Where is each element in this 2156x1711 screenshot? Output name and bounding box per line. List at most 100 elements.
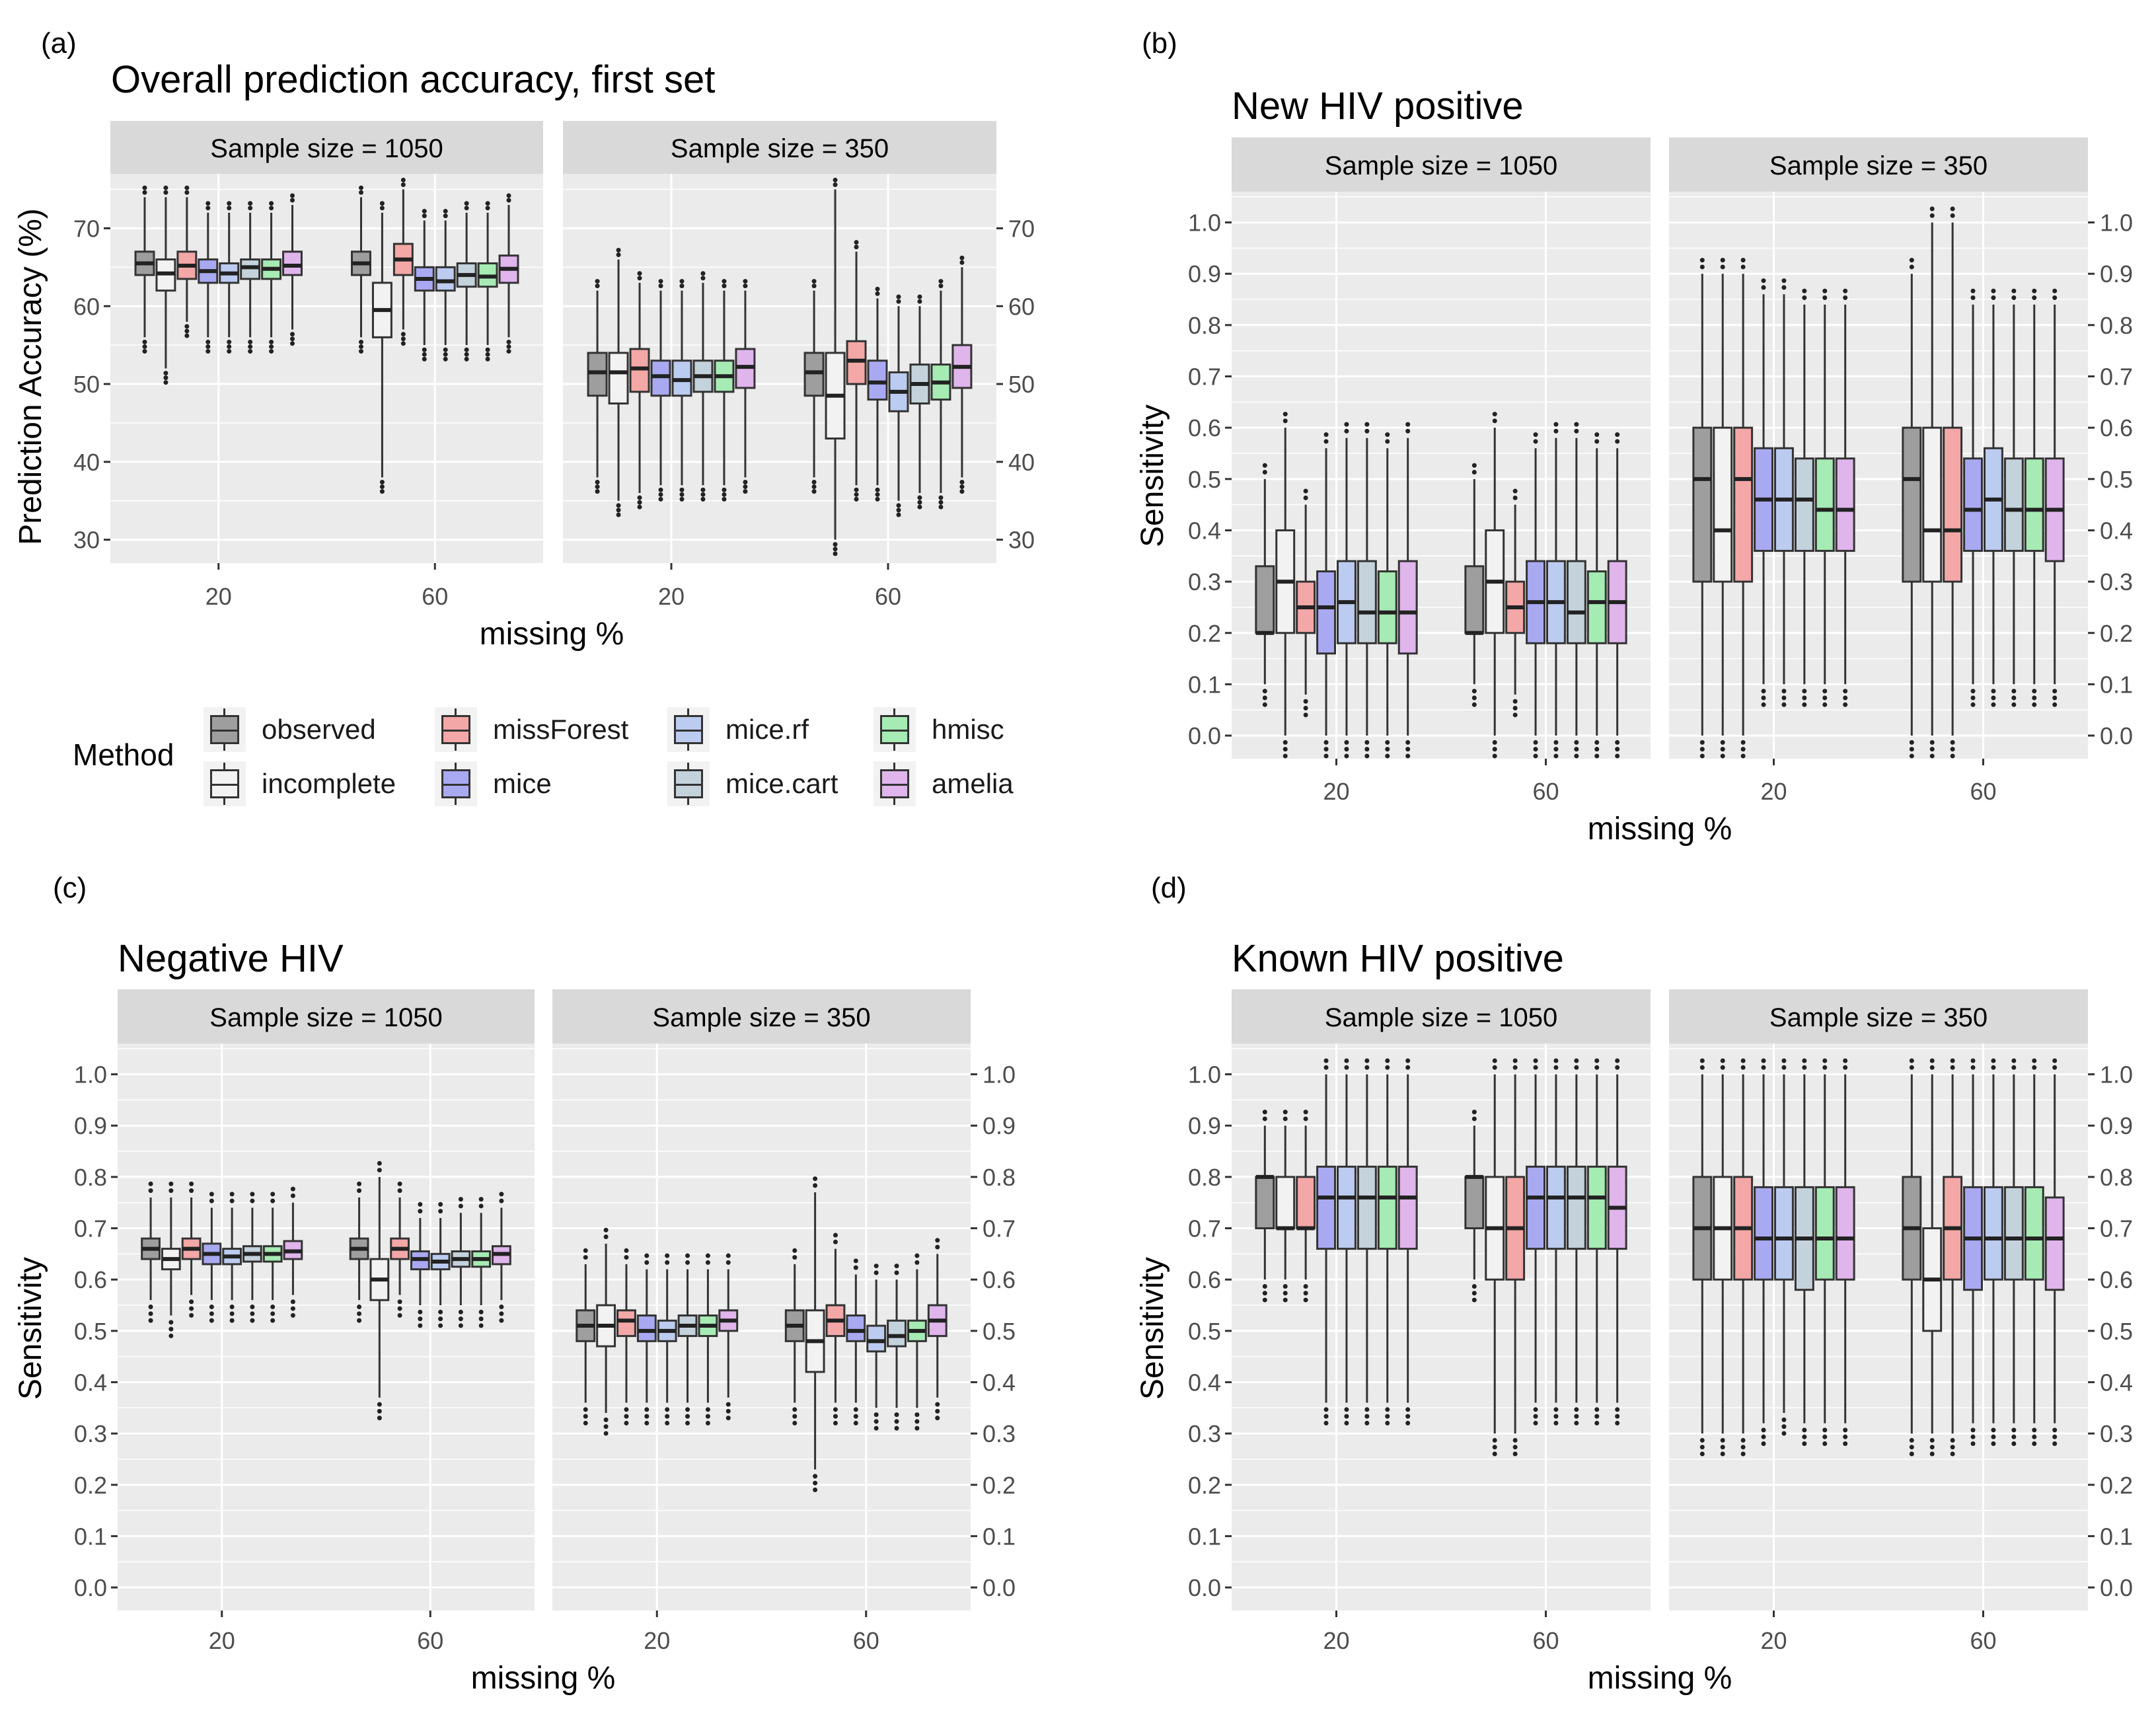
outlier-point xyxy=(1740,747,1746,752)
outlier-point xyxy=(1909,1058,1914,1063)
box-body xyxy=(1586,1165,1607,1250)
outlier-point xyxy=(1991,1441,1996,1446)
outlier-point xyxy=(1970,295,1976,301)
box-missForest xyxy=(1733,258,1754,759)
box-missForest xyxy=(1733,1058,1754,1457)
outlier-point xyxy=(938,279,944,284)
box-body xyxy=(1774,1186,1794,1281)
outlier-point xyxy=(914,1419,920,1424)
outlier-point xyxy=(1492,1451,1497,1457)
panel-background xyxy=(110,174,543,563)
outlier-point xyxy=(1323,1065,1329,1070)
outlier-point xyxy=(1740,258,1746,263)
box-hmisc xyxy=(1586,1058,1607,1426)
box-observed xyxy=(1255,1110,1275,1303)
outlier-point xyxy=(1822,702,1828,707)
outlier-point xyxy=(833,1239,838,1244)
x-axis-title: missing % xyxy=(471,1661,616,1696)
outlier-point xyxy=(1822,1441,1828,1446)
outlier-point xyxy=(1303,1297,1308,1303)
outlier-point xyxy=(189,1181,194,1186)
outlier-point xyxy=(168,1326,174,1332)
outlier-point xyxy=(1303,488,1308,494)
outlier-point xyxy=(853,1258,858,1264)
outlier-point xyxy=(833,547,838,552)
outlier-point xyxy=(148,1311,153,1316)
box-mice xyxy=(1754,278,1774,707)
outlier-point xyxy=(443,209,448,214)
outlier-point xyxy=(616,503,621,508)
x-tick-label: 20 xyxy=(209,1627,235,1654)
outlier-point xyxy=(1991,288,1996,293)
outlier-point xyxy=(1512,712,1518,718)
outlier-point xyxy=(148,1318,153,1323)
outlier-point xyxy=(1843,1427,1848,1433)
outlier-point xyxy=(854,492,859,497)
outlier-point xyxy=(1781,1424,1787,1429)
y-tick-label: 0.1 xyxy=(983,1523,1016,1550)
outlier-point xyxy=(896,299,901,304)
outlier-point xyxy=(438,1316,443,1322)
outlier-point xyxy=(1364,753,1370,759)
box-hmisc xyxy=(262,1192,283,1323)
chart-3: (d) Known HIV positive Sample size = 1050 0… xyxy=(1135,872,2133,1696)
outlier-point xyxy=(377,1408,382,1414)
outlier-point xyxy=(397,1299,402,1305)
box-incomplete xyxy=(1922,1058,1943,1457)
box-body xyxy=(1357,1165,1377,1250)
outlier-point xyxy=(290,198,295,203)
y-tick-label: 0.0 xyxy=(74,1574,107,1601)
panel-background xyxy=(1669,1044,2088,1611)
outlier-point xyxy=(1574,747,1579,752)
outlier-point xyxy=(583,1414,588,1419)
outlier-point xyxy=(658,492,663,497)
facet-strip xyxy=(110,121,543,174)
outlier-point xyxy=(1781,1058,1787,1063)
outlier-point xyxy=(1802,702,1807,707)
outlier-point xyxy=(227,201,232,206)
outlier-point xyxy=(853,1414,858,1419)
outlier-point xyxy=(624,1420,629,1426)
outlier-point xyxy=(1843,695,1848,701)
facet-strip xyxy=(1669,137,2088,192)
chart-title: Known HIV positive xyxy=(1232,937,1564,980)
outlier-point xyxy=(1385,432,1390,437)
box-mice xyxy=(414,209,435,361)
outlier-point xyxy=(478,1203,484,1209)
y-tick-label: 0.8 xyxy=(983,1164,1016,1191)
legend-key xyxy=(667,761,710,806)
outlier-point xyxy=(2052,1065,2058,1070)
y-tick-label: 0.3 xyxy=(983,1420,1016,1447)
outlier-point xyxy=(418,1323,423,1328)
outlier-point xyxy=(209,1311,214,1316)
outlier-point xyxy=(1740,753,1746,759)
box-mice-cart xyxy=(1794,1058,1814,1446)
box-observed xyxy=(803,279,825,494)
y-tick-label: 0.6 xyxy=(983,1266,1016,1293)
outlier-point xyxy=(722,279,727,284)
box-hmisc xyxy=(930,279,951,510)
outlier-point xyxy=(464,206,469,211)
outlier-point xyxy=(624,1255,629,1260)
outlier-point xyxy=(499,1305,504,1310)
outlier-point xyxy=(142,339,147,344)
outlier-point xyxy=(616,252,621,258)
outlier-point xyxy=(875,492,880,497)
outlier-point xyxy=(938,284,944,289)
y-tick-label: 0.2 xyxy=(1188,620,1221,647)
x-tick-label: 20 xyxy=(658,583,685,610)
box-mice-rf xyxy=(1337,1058,1357,1426)
outlier-point xyxy=(1262,1297,1267,1303)
outlier-point xyxy=(1533,747,1538,752)
legend-swatch xyxy=(441,715,470,744)
outlier-point xyxy=(499,1318,504,1323)
facet-strip xyxy=(1669,989,2088,1044)
outlier-point xyxy=(725,1260,731,1265)
box-missForest xyxy=(392,177,414,346)
outlier-point xyxy=(1364,740,1370,745)
box-mice-rf xyxy=(657,1253,677,1426)
y-tick-label: 0.9 xyxy=(1188,260,1221,287)
outlier-point xyxy=(637,495,642,500)
x-tick-label: 60 xyxy=(1970,1627,1996,1654)
outlier-point xyxy=(853,1265,858,1270)
